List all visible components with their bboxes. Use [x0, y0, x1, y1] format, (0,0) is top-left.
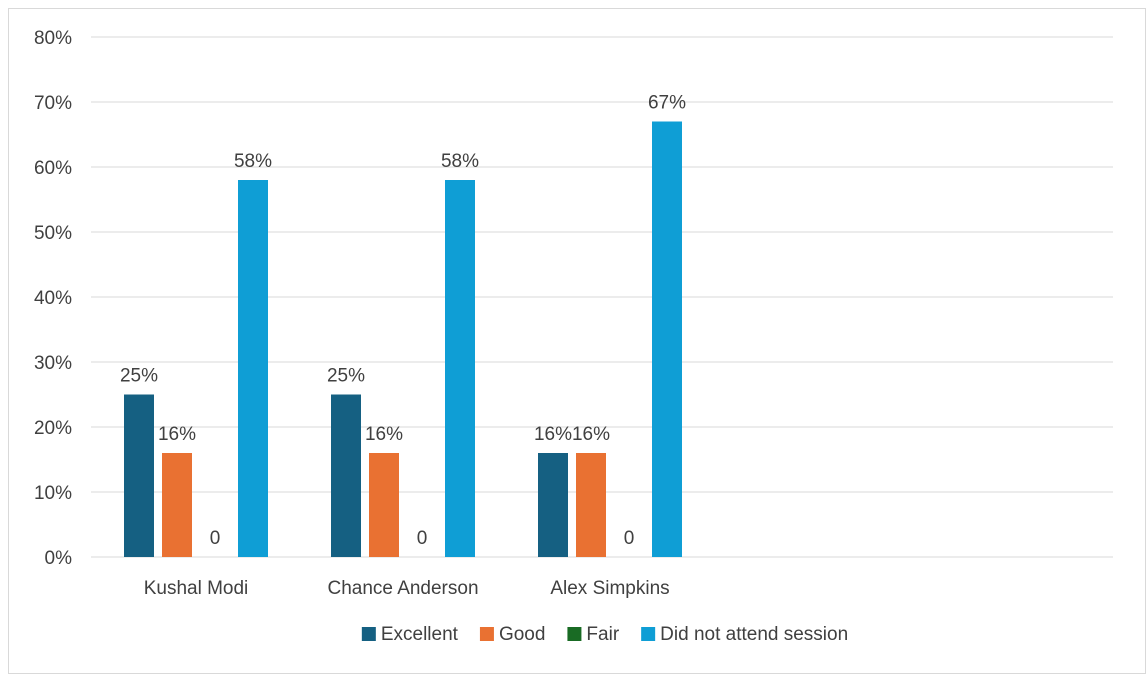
- category-label: Alex Simpkins: [550, 578, 669, 599]
- bar-good-2: [576, 453, 606, 557]
- bar-excellent-1: [331, 395, 361, 558]
- y-tick-label: 60%: [34, 158, 72, 179]
- legend-label: Good: [499, 624, 545, 645]
- bar-excellent-2: [538, 453, 568, 557]
- legend-swatch: [567, 627, 581, 641]
- data-label: 16%: [534, 424, 572, 445]
- bar-did-not-attend-session-2: [652, 122, 682, 558]
- data-label: 25%: [327, 366, 365, 387]
- category-label: Chance Anderson: [327, 578, 478, 599]
- bar-did-not-attend-session-1: [445, 180, 475, 557]
- legend-item-good: Good: [480, 624, 545, 645]
- y-tick-label: 50%: [34, 223, 72, 244]
- y-tick-label: 70%: [34, 93, 72, 114]
- data-label: 0: [417, 528, 428, 549]
- y-tick-label: 20%: [34, 418, 72, 439]
- bar-did-not-attend-session-0: [238, 180, 268, 557]
- data-label: 16%: [158, 424, 196, 445]
- y-tick-label: 40%: [34, 288, 72, 309]
- data-label: 16%: [572, 424, 610, 445]
- bar-good-0: [162, 453, 192, 557]
- category-label: Kushal Modi: [144, 578, 249, 599]
- data-label: 58%: [441, 151, 479, 172]
- bar-excellent-0: [124, 395, 154, 558]
- y-tick-label: 0%: [45, 548, 73, 569]
- legend-label: Fair: [586, 624, 619, 645]
- y-tick-label: 30%: [34, 353, 72, 374]
- y-axis-tick-labels: 0% 10% 20% 30% 40% 50% 60% 70% 80%: [34, 28, 72, 569]
- legend-item-fair: Fair: [567, 624, 619, 645]
- data-label: 67%: [648, 93, 686, 114]
- y-tick-label: 10%: [34, 483, 72, 504]
- legend-label: Did not attend session: [660, 624, 848, 645]
- legend-item-excellent: Excellent: [362, 624, 459, 645]
- legend-swatch: [641, 627, 655, 641]
- legend-swatch: [480, 627, 494, 641]
- data-label: 16%: [365, 424, 403, 445]
- x-axis-category-labels: Kushal Modi Chance Anderson Alex Simpkins: [144, 578, 670, 599]
- data-label: 25%: [120, 366, 158, 387]
- y-tick-label: 80%: [34, 28, 72, 49]
- legend-swatch: [362, 627, 376, 641]
- bar-good-1: [369, 453, 399, 557]
- data-label: 0: [624, 528, 635, 549]
- data-label: 0: [210, 528, 221, 549]
- data-label: 58%: [234, 151, 272, 172]
- legend-label: Excellent: [381, 624, 459, 645]
- legend: Excellent Good Fair Did not attend session: [362, 624, 848, 645]
- legend-item-did-not-attend-session: Did not attend session: [641, 624, 848, 645]
